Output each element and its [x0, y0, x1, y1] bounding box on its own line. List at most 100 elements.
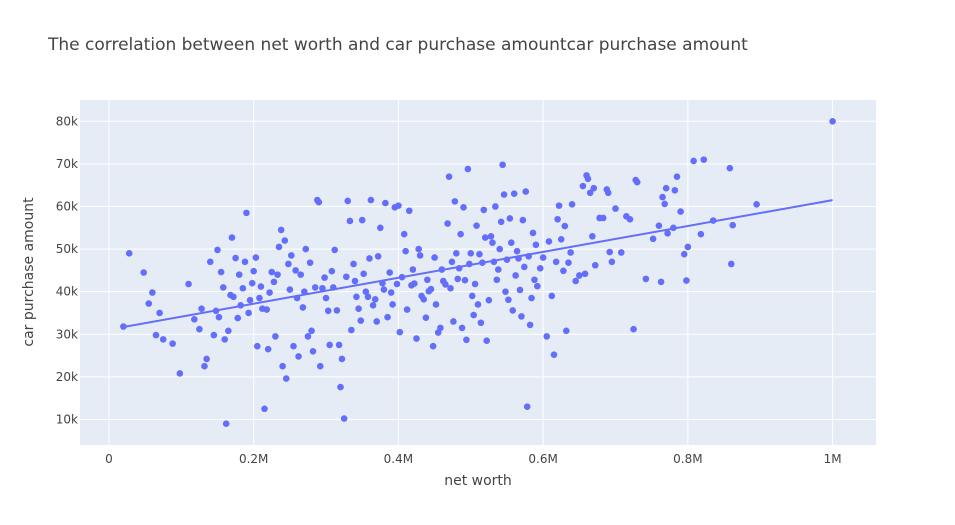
data-point — [470, 311, 477, 319]
data-point — [309, 347, 317, 355]
data-point — [196, 325, 203, 333]
data-point — [384, 313, 391, 321]
data-point — [509, 307, 517, 314]
data-point — [360, 270, 367, 278]
data-point — [257, 283, 265, 290]
data-point — [243, 209, 250, 217]
data-point — [380, 286, 388, 293]
data-point — [234, 314, 242, 322]
data-point — [215, 313, 223, 321]
data-point — [335, 341, 343, 349]
data-point — [561, 222, 569, 230]
x-tick-label: 0.2M — [239, 452, 268, 466]
y-tick-label: 20k — [56, 370, 78, 384]
data-point — [266, 289, 273, 296]
data-point — [536, 264, 544, 272]
data-point — [201, 362, 208, 370]
data-point — [697, 230, 705, 238]
data-point — [550, 351, 558, 359]
data-point — [499, 161, 506, 169]
data-point — [557, 235, 565, 243]
x-tick-label: 0.6M — [528, 452, 557, 466]
data-point — [662, 184, 670, 192]
data-point — [444, 220, 451, 227]
data-point — [565, 259, 572, 267]
data-point — [586, 189, 594, 197]
y-tick-label: 10k — [56, 412, 78, 426]
data-point — [156, 309, 163, 317]
data-point — [145, 300, 153, 307]
data-point — [684, 243, 692, 251]
data-point — [346, 217, 354, 225]
data-point — [729, 221, 737, 229]
data-point — [510, 190, 518, 198]
data-point — [308, 327, 315, 335]
data-point — [268, 268, 276, 276]
data-point — [554, 215, 561, 223]
data-point — [286, 286, 294, 293]
data-point — [353, 293, 360, 301]
data-point — [373, 318, 380, 325]
data-point — [386, 269, 394, 276]
data-point — [726, 164, 734, 172]
data-point — [584, 175, 592, 183]
data-point — [445, 173, 453, 180]
data-point — [473, 222, 480, 229]
data-point — [402, 247, 409, 255]
x-axis-ticks: 0 0.2M 0.4M 0.6M 0.8M 1M — [105, 452, 841, 466]
data-point — [304, 333, 312, 340]
data-point — [427, 285, 435, 293]
data-point — [367, 196, 375, 204]
data-point — [528, 294, 535, 302]
data-point — [485, 296, 493, 304]
data-point — [630, 325, 637, 333]
data-point — [460, 204, 467, 211]
data-point — [350, 260, 357, 268]
data-point — [217, 268, 225, 276]
data-point — [297, 271, 305, 278]
chart-title: The correlation between net worth and ca… — [47, 35, 748, 55]
data-point — [337, 383, 344, 391]
data-point — [447, 284, 454, 292]
y-axis-ticks: 10k 20k 30k 40k 50k 60k 70k 80k — [56, 114, 78, 426]
data-point — [487, 232, 495, 240]
data-point — [176, 370, 184, 377]
data-point — [493, 276, 501, 284]
data-point — [829, 117, 836, 125]
data-point — [505, 296, 512, 304]
data-point — [568, 201, 576, 208]
grid-lines — [80, 100, 876, 445]
y-tick-label: 70k — [56, 157, 78, 171]
data-point — [471, 280, 479, 288]
data-point — [159, 336, 167, 343]
data-point — [612, 205, 619, 212]
data-point — [481, 234, 489, 241]
data-point — [591, 261, 599, 269]
data-points — [120, 117, 836, 428]
data-point — [239, 284, 247, 292]
data-point — [125, 250, 133, 257]
data-point — [214, 246, 221, 254]
data-point — [321, 274, 328, 281]
data-point — [338, 355, 346, 363]
data-point — [348, 326, 355, 334]
y-tick-label: 30k — [56, 327, 78, 341]
data-point — [246, 296, 254, 304]
data-point — [523, 403, 531, 410]
data-point — [322, 294, 330, 302]
data-point — [252, 254, 260, 261]
data-point — [256, 294, 263, 302]
data-point — [492, 203, 499, 210]
data-point — [468, 292, 476, 300]
data-point — [522, 188, 530, 195]
data-point — [416, 252, 424, 259]
data-point — [292, 267, 299, 274]
data-point — [642, 275, 650, 283]
data-point — [198, 305, 205, 313]
data-point — [302, 245, 310, 253]
data-point — [333, 307, 341, 314]
data-point — [328, 267, 336, 275]
data-point — [548, 292, 556, 300]
data-point — [413, 335, 420, 342]
data-point — [263, 306, 270, 313]
